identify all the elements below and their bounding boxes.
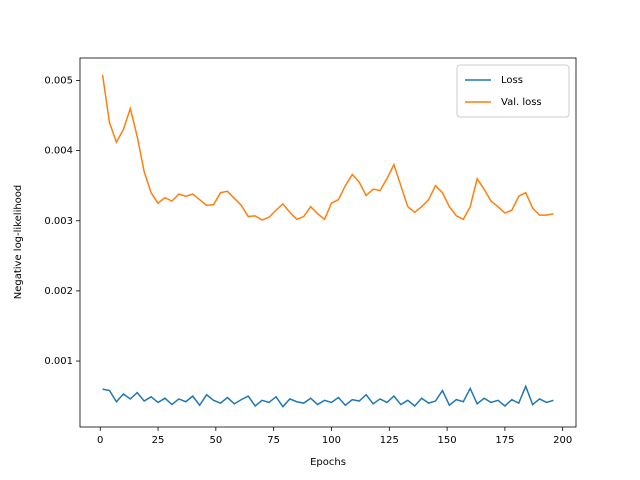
y-axis-label: Negative log-likelihood xyxy=(13,185,24,300)
x-axis-label: Epochs xyxy=(310,457,346,468)
y-tick-label: 0.005 xyxy=(44,75,73,86)
legend-label: Val. loss xyxy=(501,97,542,108)
series-line xyxy=(101,74,554,221)
x-tick-label: 200 xyxy=(553,435,572,446)
x-tick-label: 175 xyxy=(495,435,514,446)
y-tick-label: 0.002 xyxy=(44,286,73,297)
y-tick-label: 0.001 xyxy=(44,356,73,367)
y-tick-label: 0.004 xyxy=(44,146,73,157)
legend-label: Loss xyxy=(501,75,523,86)
y-tick-label: 0.003 xyxy=(44,216,73,227)
legend-box xyxy=(456,64,570,118)
series-line xyxy=(102,384,554,408)
x-tick-label: 0 xyxy=(97,435,103,446)
x-tick-label: 50 xyxy=(209,435,222,446)
x-tick-label: 25 xyxy=(152,435,165,446)
axes-frame xyxy=(79,57,577,428)
x-tick-label: 100 xyxy=(322,435,341,446)
x-tick-label: 150 xyxy=(438,435,457,446)
x-tick-label: 125 xyxy=(380,435,399,446)
x-tick-label: 75 xyxy=(267,435,280,446)
